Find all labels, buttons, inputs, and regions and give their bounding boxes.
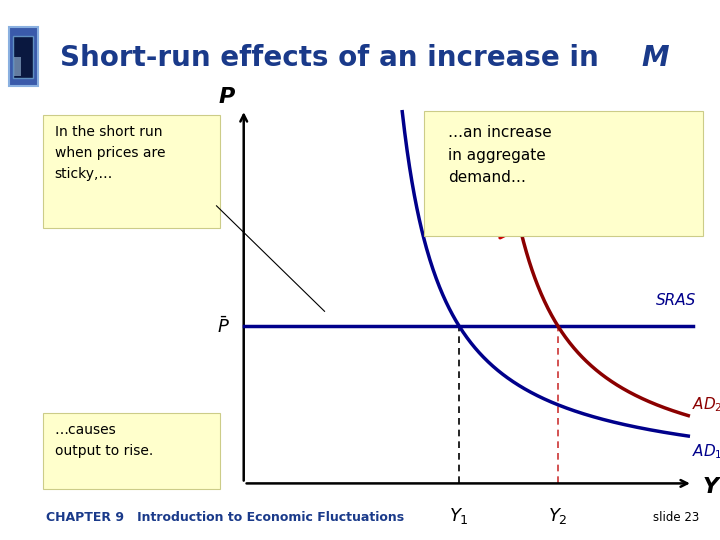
Text: slide 23: slide 23 bbox=[653, 511, 700, 524]
Text: SRAS: SRAS bbox=[656, 293, 696, 308]
Bar bbox=[9, 27, 37, 86]
Text: Short-run effects of an increase in: Short-run effects of an increase in bbox=[60, 44, 608, 72]
Text: $AD_2$: $AD_2$ bbox=[692, 395, 720, 414]
Text: $AD_1$: $AD_1$ bbox=[692, 442, 720, 461]
FancyBboxPatch shape bbox=[43, 413, 220, 489]
Text: $Y_2$: $Y_2$ bbox=[548, 506, 568, 526]
Text: …an increase
in aggregate
demand…: …an increase in aggregate demand… bbox=[448, 125, 552, 185]
Text: Y: Y bbox=[703, 477, 719, 497]
Bar bbox=[14, 36, 32, 78]
Bar bbox=[14, 57, 21, 76]
Text: CHAPTER 9   Introduction to Economic Fluctuations: CHAPTER 9 Introduction to Economic Fluct… bbox=[46, 511, 405, 524]
FancyBboxPatch shape bbox=[43, 116, 220, 228]
Text: $\bar{P}$: $\bar{P}$ bbox=[217, 316, 230, 336]
FancyBboxPatch shape bbox=[424, 111, 703, 236]
Text: …causes
output to rise.: …causes output to rise. bbox=[55, 423, 153, 458]
Text: In the short run
when prices are
sticky,…: In the short run when prices are sticky,… bbox=[55, 125, 165, 180]
Text: $Y_1$: $Y_1$ bbox=[449, 506, 469, 526]
Text: P: P bbox=[219, 87, 235, 107]
Text: M: M bbox=[642, 44, 670, 72]
